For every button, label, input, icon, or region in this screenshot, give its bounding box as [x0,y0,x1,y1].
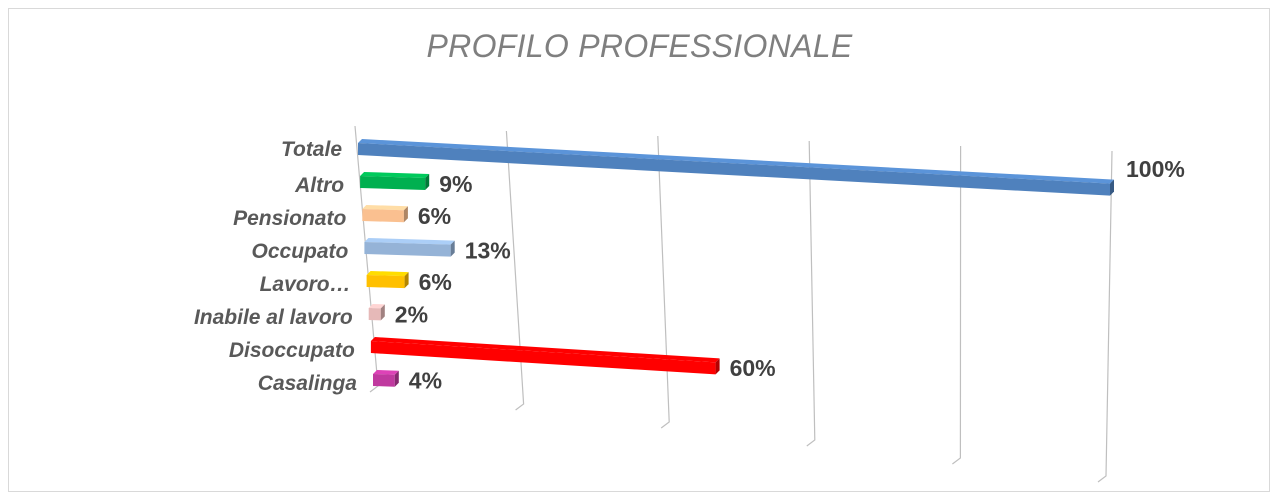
bar-top-2 [362,205,408,211]
bar-0 [358,143,1110,196]
chart-frame [8,8,1270,492]
chart-title: PROFILO PROFESSIONALE [426,28,853,64]
bar-top-0 [358,139,1114,184]
bar-end-7 [394,370,399,387]
gridline [1097,150,1113,483]
bar-end-6 [715,358,720,375]
category-label-0: Totale [281,138,342,161]
gridline [657,135,670,429]
gridline [505,130,525,411]
bar-top-5 [368,304,385,309]
bar-end-4 [404,272,409,289]
bar-top-7 [373,370,399,375]
category-label-5: Inabile al lavoro [194,306,353,329]
bar-1 [360,176,426,190]
bar-end-0 [1110,179,1114,196]
bar-end-5 [380,304,385,321]
data-label-5: 2% [395,301,428,327]
bar-6 [370,341,716,375]
category-label-1: Altro [294,174,344,197]
data-label-6: 60% [730,355,776,381]
category-label-6: Disoccupato [229,339,355,362]
gridline [952,145,962,465]
data-label-0: 100% [1126,156,1185,182]
bar-end-2 [403,206,408,223]
data-label-7: 4% [409,368,442,394]
bar-top-3 [364,238,455,245]
category-label-3: Occupato [252,240,349,263]
bar-top-6 [370,337,720,363]
data-label-1: 9% [439,171,472,197]
bar-2 [362,209,404,223]
bar-4 [366,275,405,289]
data-label-4: 6% [419,269,452,295]
bar-end-1 [425,174,430,190]
bar-7 [373,374,395,387]
category-label-2: Pensionato [233,207,346,230]
bar-5 [368,308,381,321]
gridline [806,140,816,447]
bar-top-1 [360,172,430,178]
data-label-3: 13% [465,238,511,264]
data-label-2: 6% [418,203,451,229]
bar-end-3 [450,240,455,257]
category-label-7: Casalinga [258,372,358,395]
category-label-4: Lavoro… [260,273,351,296]
bar-top-4 [366,271,409,277]
bar-3 [364,242,451,257]
